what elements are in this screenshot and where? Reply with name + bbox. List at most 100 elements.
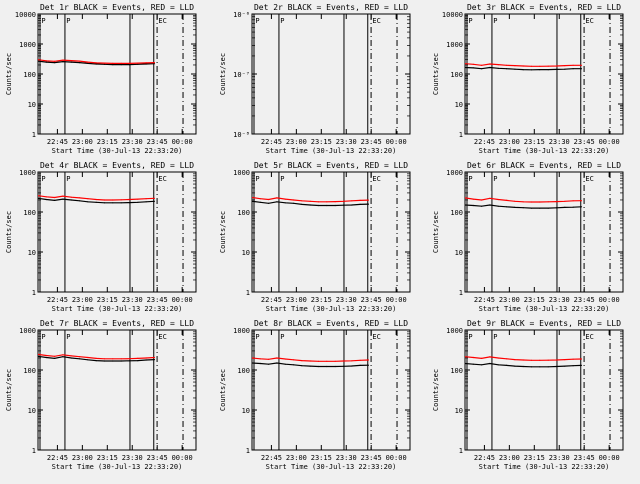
lld-point — [45, 60, 47, 62]
plot-frame — [464, 13, 624, 135]
events-point — [506, 206, 508, 208]
panel-det-2: Det 2r BLACK = Events, RED = LLD 10⁻⁸ 10⁻⁷… — [219, 3, 411, 155]
lld-point — [367, 199, 369, 201]
lld-point — [539, 359, 541, 361]
lld-point — [301, 360, 303, 362]
panel-det-1: Det 1r BLACK = Events, RED = LLD 1 10 100 10… — [5, 3, 197, 155]
lld-point — [128, 198, 131, 201]
plot-frame — [464, 329, 624, 451]
events-point — [128, 64, 131, 66]
x-tick-label: 23:15 — [524, 454, 545, 462]
events-point — [284, 363, 286, 365]
events-point — [522, 365, 524, 368]
events-point — [62, 61, 64, 63]
lld-point — [95, 357, 97, 359]
lld-point — [522, 65, 524, 67]
events-point — [564, 68, 566, 70]
events-point — [145, 359, 147, 361]
lld-point — [145, 198, 147, 200]
events-point — [489, 66, 491, 69]
lld-point — [506, 199, 508, 201]
x-tick-label: 00:00 — [172, 296, 193, 304]
events-point — [137, 201, 139, 203]
events-point — [45, 198, 47, 201]
lld-point — [112, 358, 114, 360]
panel-det-9: Det 9r BLACK = Events, RED = LLD 1 10 100 10… — [432, 319, 624, 471]
lld-point — [572, 358, 574, 360]
x-tick-label: 23:00 — [499, 138, 520, 146]
x-tick-label: 23:00 — [286, 296, 307, 304]
panel-title: Det 1r BLACK = Events, RED = LLD — [40, 3, 194, 12]
flag-label: P — [66, 333, 70, 341]
events-point — [547, 366, 549, 368]
flag-label: P — [468, 333, 472, 341]
flag-label: EC — [158, 333, 166, 341]
events-point — [276, 201, 278, 203]
lld-point — [539, 201, 541, 203]
events-point — [514, 68, 516, 70]
lld-point — [539, 65, 541, 67]
x-tick-label: 00:00 — [599, 454, 620, 462]
panel-title: Det 9r BLACK = Events, RED = LLD — [467, 319, 621, 328]
lld-point — [514, 359, 516, 361]
y-axis-label: Counts/sec — [432, 211, 440, 253]
lld-point — [145, 357, 147, 359]
events-point — [465, 66, 466, 69]
x-tick-label: 23:45 — [574, 296, 595, 304]
flag-label: P — [66, 17, 70, 25]
events-point — [489, 362, 491, 365]
lld-point — [555, 65, 558, 67]
events-point — [472, 67, 474, 69]
flag-label: EC — [585, 175, 593, 183]
x-tick-label: 22:45 — [261, 138, 282, 146]
lld-point — [465, 356, 466, 358]
y-tick-label: 1000 — [233, 327, 250, 335]
events-point — [481, 205, 483, 207]
lld-point — [95, 62, 97, 64]
x-tick-label: 00:00 — [599, 296, 620, 304]
flag-label: EC — [372, 333, 380, 341]
events-point — [120, 202, 122, 204]
lld-point — [547, 359, 549, 361]
flag-label: EC — [158, 175, 166, 183]
y-tick-label: 1000 — [446, 41, 463, 49]
lld-point — [342, 360, 345, 362]
x-tick-label: 22:45 — [261, 454, 282, 462]
events-point — [120, 64, 122, 66]
events-point — [530, 69, 533, 71]
lld-point — [497, 64, 499, 66]
events-point — [317, 204, 320, 207]
lld-point — [580, 200, 583, 202]
lld-point — [276, 357, 278, 359]
flag-label: P — [66, 175, 70, 183]
lld-point — [103, 199, 106, 201]
lld-point — [120, 62, 122, 64]
events-point — [103, 202, 106, 204]
events-point — [472, 363, 474, 365]
events-point — [268, 202, 270, 204]
events-point — [342, 365, 345, 367]
lld-point — [112, 199, 114, 201]
lld-point — [145, 62, 147, 64]
events-point — [342, 204, 345, 206]
panel-det-6: Det 6r BLACK = Events, RED = LLD 1 10 100 10… — [432, 161, 624, 313]
flag-label: P — [255, 17, 259, 25]
x-axis-label: Start Time (30-Jul-13 22:33:20) — [52, 147, 183, 155]
lld-point — [465, 63, 466, 65]
flag-label: P — [280, 333, 284, 341]
y-tick-label: 10⁻⁸ — [233, 131, 250, 139]
events-point — [103, 63, 106, 65]
events-point — [120, 360, 122, 362]
x-tick-label: 00:00 — [386, 138, 407, 146]
lld-point — [547, 201, 549, 203]
lld-point — [351, 200, 353, 202]
events-point — [359, 203, 361, 205]
events-point — [301, 203, 303, 205]
events-point — [530, 207, 533, 209]
events-point — [359, 364, 361, 366]
events-point — [309, 204, 311, 206]
panel-det-3: Det 3r BLACK = Events, RED = LLD 1 10 100 10… — [432, 3, 624, 155]
y-tick-label: 1000 — [19, 169, 36, 177]
lld-point — [555, 359, 558, 361]
y-tick-label: 1000 — [233, 169, 250, 177]
